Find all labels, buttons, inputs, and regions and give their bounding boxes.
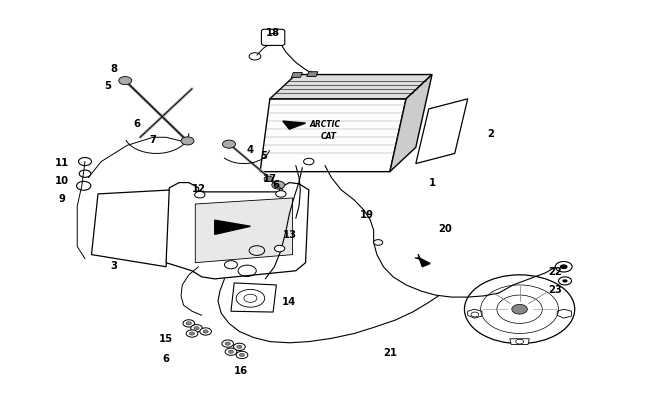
Text: 18: 18 xyxy=(266,28,280,38)
Circle shape xyxy=(189,332,194,335)
Text: 1: 1 xyxy=(428,177,436,187)
Circle shape xyxy=(186,322,191,325)
Text: 5: 5 xyxy=(260,151,267,161)
Circle shape xyxy=(225,348,237,356)
Text: 15: 15 xyxy=(159,333,173,343)
Circle shape xyxy=(222,340,233,347)
Circle shape xyxy=(465,275,575,344)
Text: 7: 7 xyxy=(150,135,157,145)
Text: 14: 14 xyxy=(282,296,296,306)
Circle shape xyxy=(374,240,383,246)
Circle shape xyxy=(119,77,132,85)
Text: 6: 6 xyxy=(133,119,140,129)
Polygon shape xyxy=(419,258,430,267)
Text: 21: 21 xyxy=(383,347,397,357)
Text: 3: 3 xyxy=(111,260,118,270)
Circle shape xyxy=(203,330,208,333)
Circle shape xyxy=(272,181,285,190)
Polygon shape xyxy=(390,75,432,172)
Circle shape xyxy=(236,352,248,359)
Circle shape xyxy=(194,192,205,198)
Circle shape xyxy=(228,350,233,354)
Circle shape xyxy=(560,264,567,269)
Text: 2: 2 xyxy=(487,129,494,139)
Polygon shape xyxy=(291,73,302,78)
Text: 9: 9 xyxy=(59,194,66,203)
Text: 19: 19 xyxy=(360,210,374,220)
Circle shape xyxy=(183,320,194,327)
Text: 6: 6 xyxy=(162,353,170,363)
Text: 23: 23 xyxy=(549,284,562,294)
Circle shape xyxy=(274,246,285,252)
Polygon shape xyxy=(557,309,571,318)
Circle shape xyxy=(181,138,194,145)
Text: CAT: CAT xyxy=(320,131,336,141)
Polygon shape xyxy=(260,100,406,172)
Circle shape xyxy=(190,325,202,332)
Polygon shape xyxy=(231,283,276,312)
Polygon shape xyxy=(307,72,318,77)
Circle shape xyxy=(276,191,286,198)
Text: 22: 22 xyxy=(549,266,562,276)
Text: 13: 13 xyxy=(282,230,296,240)
Polygon shape xyxy=(166,183,309,279)
Circle shape xyxy=(562,279,567,283)
Text: 11: 11 xyxy=(55,157,70,167)
Circle shape xyxy=(186,330,198,337)
Polygon shape xyxy=(92,190,173,267)
Polygon shape xyxy=(468,309,482,318)
Circle shape xyxy=(222,141,235,149)
Circle shape xyxy=(264,177,273,182)
Text: 6: 6 xyxy=(273,179,280,189)
Circle shape xyxy=(237,345,242,349)
Text: 16: 16 xyxy=(233,365,248,375)
Text: 12: 12 xyxy=(192,183,205,193)
Circle shape xyxy=(233,343,245,351)
Circle shape xyxy=(555,262,572,272)
Circle shape xyxy=(239,354,244,357)
Polygon shape xyxy=(510,339,529,345)
Text: 17: 17 xyxy=(263,173,277,183)
Circle shape xyxy=(558,277,571,285)
Polygon shape xyxy=(195,198,292,263)
Text: 8: 8 xyxy=(111,64,118,74)
FancyBboxPatch shape xyxy=(261,30,285,46)
Text: 4: 4 xyxy=(247,145,254,155)
Circle shape xyxy=(194,327,199,330)
Circle shape xyxy=(225,342,230,345)
Text: 20: 20 xyxy=(438,224,452,234)
Text: 10: 10 xyxy=(55,175,70,185)
Polygon shape xyxy=(416,100,468,164)
Circle shape xyxy=(200,328,211,335)
Text: 5: 5 xyxy=(104,81,111,90)
Polygon shape xyxy=(214,221,250,235)
Polygon shape xyxy=(283,122,306,130)
Circle shape xyxy=(512,305,527,314)
Polygon shape xyxy=(270,75,432,100)
Text: ARCTIC: ARCTIC xyxy=(309,119,341,128)
